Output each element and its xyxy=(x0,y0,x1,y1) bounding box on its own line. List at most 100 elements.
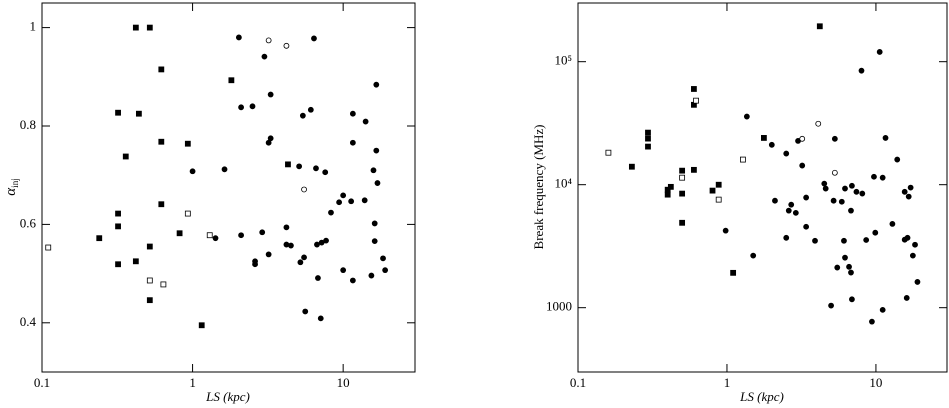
point xyxy=(859,190,866,197)
point xyxy=(301,254,307,261)
point xyxy=(122,153,129,160)
point xyxy=(842,185,848,192)
point xyxy=(645,135,651,142)
point xyxy=(822,185,829,192)
y-tick-label: 10⁴ xyxy=(554,176,572,191)
point xyxy=(691,86,697,92)
point xyxy=(340,267,347,274)
point xyxy=(645,143,651,150)
y-axis-label: Break frequency (MHz) xyxy=(531,125,546,250)
point xyxy=(259,229,266,236)
point xyxy=(302,308,309,315)
point xyxy=(679,190,686,197)
point xyxy=(715,181,722,188)
point xyxy=(285,161,291,168)
point xyxy=(821,180,828,187)
point xyxy=(299,112,306,119)
point xyxy=(715,196,722,203)
point xyxy=(879,174,886,181)
x-tick-label: 1 xyxy=(724,375,731,390)
point xyxy=(871,173,877,180)
point xyxy=(849,296,855,303)
point xyxy=(158,66,165,73)
x-axis-label: LS (kpc) xyxy=(205,389,250,404)
point xyxy=(314,241,320,248)
point xyxy=(831,169,838,176)
point xyxy=(831,135,838,142)
point xyxy=(374,180,381,186)
point xyxy=(373,81,380,88)
point xyxy=(132,258,139,265)
point xyxy=(228,77,235,84)
point xyxy=(912,241,918,248)
point xyxy=(340,192,347,199)
point xyxy=(783,150,790,157)
point xyxy=(307,106,314,113)
point xyxy=(265,251,272,258)
point xyxy=(146,24,153,31)
point xyxy=(903,295,910,301)
point xyxy=(283,224,290,231)
point xyxy=(803,223,810,230)
point xyxy=(858,67,865,74)
point xyxy=(842,254,848,261)
point xyxy=(311,35,317,42)
point xyxy=(693,97,699,104)
point xyxy=(373,147,380,154)
point xyxy=(301,186,307,193)
x-axis-label: LS (kpc) xyxy=(739,389,784,404)
point xyxy=(799,135,806,142)
point xyxy=(361,197,368,204)
point xyxy=(115,210,121,217)
point xyxy=(815,120,822,127)
point xyxy=(198,322,205,329)
point xyxy=(370,167,377,174)
point xyxy=(882,135,889,141)
point xyxy=(863,237,870,243)
point xyxy=(816,23,823,30)
x-tick-label: 0.1 xyxy=(34,375,50,390)
point xyxy=(368,272,375,279)
point xyxy=(267,135,274,142)
point xyxy=(349,139,356,146)
point xyxy=(761,135,767,141)
point xyxy=(336,199,343,206)
plot-frame xyxy=(41,2,416,373)
point xyxy=(679,167,686,174)
point xyxy=(349,110,356,117)
point xyxy=(785,207,792,214)
point xyxy=(135,110,142,117)
point xyxy=(382,267,389,274)
point xyxy=(371,238,378,245)
point xyxy=(297,259,304,266)
point xyxy=(907,184,914,191)
point xyxy=(184,140,191,147)
point xyxy=(238,104,244,111)
y-tick-label: 1000 xyxy=(546,299,572,314)
point xyxy=(679,174,686,181)
point xyxy=(722,227,729,234)
point xyxy=(772,197,778,204)
point xyxy=(322,169,329,176)
point xyxy=(146,297,153,304)
x-tick-label: 10 xyxy=(337,375,350,390)
y-tick-label: 1 xyxy=(30,19,37,34)
point xyxy=(176,230,183,237)
point xyxy=(146,277,153,284)
point xyxy=(267,91,274,98)
y-axis-symbol: α xyxy=(3,187,19,196)
point xyxy=(834,264,841,271)
point xyxy=(894,156,901,163)
point xyxy=(664,191,671,198)
point xyxy=(315,275,321,281)
point xyxy=(115,261,121,268)
point xyxy=(812,237,818,244)
point xyxy=(115,223,121,230)
y-tick-label: 0.8 xyxy=(20,117,36,132)
point xyxy=(328,209,334,216)
point xyxy=(146,243,153,250)
point xyxy=(317,315,324,322)
point xyxy=(371,220,378,227)
point xyxy=(313,165,319,172)
